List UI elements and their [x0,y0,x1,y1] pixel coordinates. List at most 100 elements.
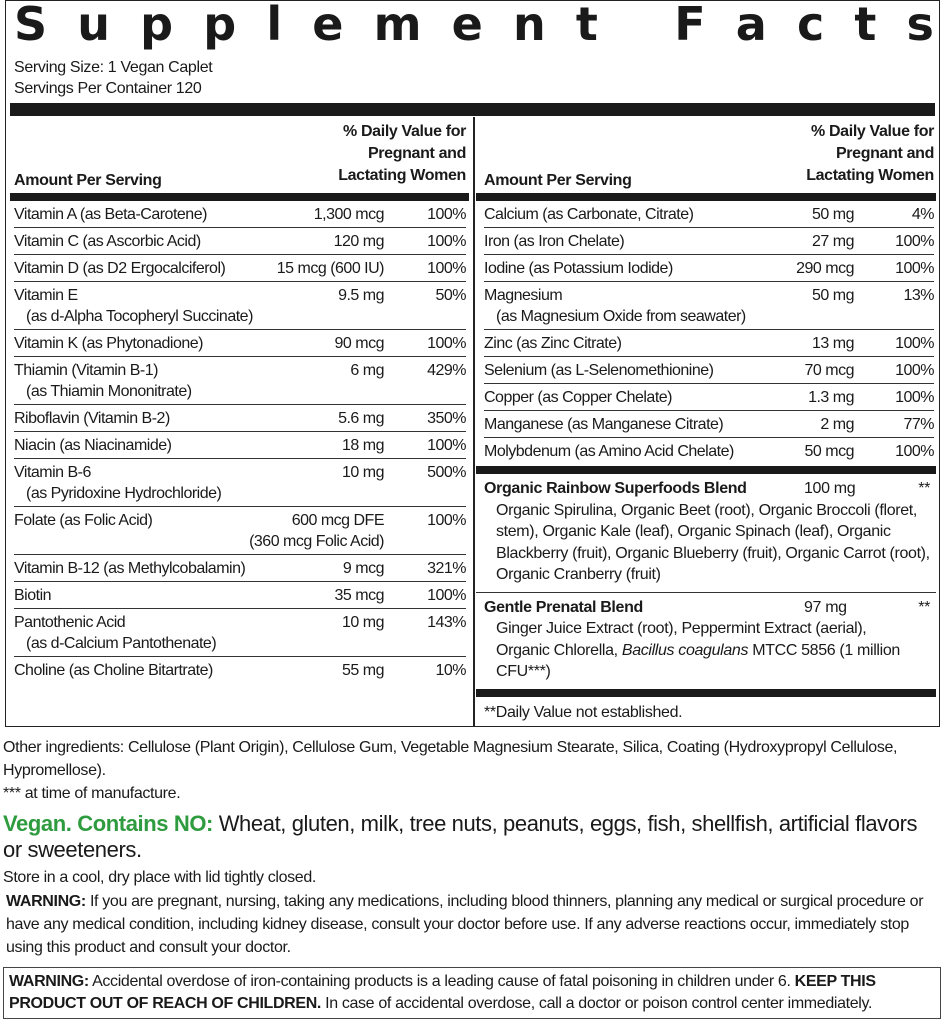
dv-header-line: Lactating Women [806,167,934,184]
nutrient-dv: 143% [427,614,466,631]
title-letter: n [513,0,546,51]
label-footer: Other ingredients: Cellulose (Plant Orig… [3,736,941,1019]
nutrient-row: Iodine (as Potassium Iodide) 290 mcg 100% [484,255,935,282]
nutrient-amount: 55 mg [342,660,384,681]
dv-header-line: % Daily Value for [811,123,934,140]
nutrient-name: Vitamin K (as Phytonadione) [14,335,203,352]
amount-value: 50 mg [812,287,854,304]
nutrient-amount: 6 mg [350,360,384,381]
nutrient-row: Zinc (as Zinc Citrate) 13 mg 100% [484,330,935,357]
amount-value: 13 mg [812,335,854,352]
blend-ingredients: Organic Spirulina, Organic Beet (root), … [496,501,930,584]
nutrient-amount: 5.6 mg [338,408,384,429]
nutrient-dv: 100% [895,389,934,406]
nutrient-dv: 13% [903,287,934,304]
title-letter: l [266,0,283,51]
nutrient-amount: 13 mg [812,333,854,354]
title-letter: a [735,0,767,51]
blend-gentle-prenatal: Gentle Prenatal Blend 97 mg ** Ginger Ju… [484,593,934,689]
nutrient-name: Vitamin B-12 (as Methylcobalamin) [14,560,246,577]
nutrient-row: Biotin 35 mcg 100% [14,582,467,609]
thick-divider [10,103,935,116]
nutrient-label: Vitamin B-6 (as Pyridoxine Hydrochloride) [14,462,334,504]
nutrient-row: Calcium (as Carbonate, Citrate) 50 mg 4% [484,201,935,228]
dv-header: % Daily Value for Pregnant and Lactating W… [806,121,934,187]
title-letter: u [77,0,111,51]
thick-divider [476,688,936,697]
nutrient-name: Copper (as Copper Chelate) [484,389,673,406]
dv-header-line: Pregnant and [835,145,934,162]
nutrient-source: (as Thiamin Mononitrate) [26,383,192,400]
title-letter: p [203,0,237,51]
title-letter: t [854,0,877,51]
nutrient-dv: 429% [427,362,466,379]
nutrient-dv: 77% [903,416,934,433]
nutrient-label: Niacin (as Niacinamide) [14,435,334,456]
dv-header: % Daily Value for Pregnant and Lactating W… [338,121,466,187]
nutrient-dv: 100% [895,362,934,379]
nutrient-row: Vitamin D (as D2 Ergocalciferol) 15 mcg (… [14,255,467,282]
row-divider [476,591,936,593]
nutrient-label: Choline (as Choline Bitartrate) [14,660,334,681]
servings-per-container: Servings Per Container 120 [14,80,202,97]
nutrient-dv: 100% [895,443,934,460]
nutrient-label: Vitamin C (as Ascorbic Acid) [14,231,326,252]
nutrient-row: Folate (as Folic Acid) 600 mcg DFE (360 mc… [14,507,467,555]
blend-name: Gentle Prenatal Blend [484,598,643,616]
nutrient-amount: 1,300 mcg [313,204,385,225]
manufacture-note: *** at time of manufacture. [3,785,181,802]
nutrient-label: Pantothenic Acid (as d-Calcium Pantothena… [14,612,334,654]
title-letter: S [14,0,48,51]
nutrient-name: Folate (as Folic Acid) [14,512,153,529]
nutrient-name: Calcium (as Carbonate, Citrate) [484,206,694,223]
thick-divider [10,193,469,201]
amount-value: 5.6 mg [338,410,384,427]
nutrient-row: Molybdenum (as Amino Acid Chelate) 50 mcg… [484,438,935,465]
warning-text: In case of accidental overdose, call a d… [321,995,873,1012]
nutrient-name: Selenium (as L-Selenomethionine) [484,362,714,379]
nutrient-dv: 100% [895,335,934,352]
amount-value: 15 mcg (600 IU) [276,260,385,277]
nutrient-name: Iodine (as Potassium Iodide) [484,260,673,277]
title-letter: m [373,0,422,51]
nutrient-dv: 100% [895,233,934,250]
nutrient-row: Manganese (as Manganese Citrate) 2 mg 77% [484,411,935,438]
nutrient-row: Vitamin B-12 (as Methylcobalamin) 9 mcg 32… [14,555,467,582]
nutrient-label: Selenium (as L-Selenomethionine) [484,360,797,381]
nutrient-name: Choline (as Choline Bitartrate) [14,662,213,679]
nutrient-row: Vitamin E (as d-Alpha Tocopheryl Succinat… [14,282,467,330]
nutrient-name: Niacin (as Niacinamide) [14,437,172,454]
amount-value: 55 mg [342,662,384,679]
nutrient-row: Vitamin C (as Ascorbic Acid) 120 mg 100% [14,228,467,255]
nutrient-name: Biotin [14,587,52,604]
amount-detail: (360 mcg Folic Acid) [249,533,384,550]
nutrient-source: (as d-Alpha Tocopheryl Succinate) [26,308,253,325]
nutrient-amount: 35 mcg [335,585,385,606]
nutrient-amount: 600 mcg DFE (360 mcg Folic Acid) [249,510,384,552]
nutrient-dv: 500% [427,464,466,481]
vegan-allergen-statement: Vegan. Contains NO: Wheat, gluten, milk,… [3,811,938,863]
title-letter: t [575,0,598,51]
nutrient-dv: 50% [435,287,466,304]
column-header: % Daily Value for Pregnant and Lactating W… [484,117,934,193]
warning-iron-box: WARNING: Accidental overdose of iron-con… [3,967,941,1019]
warning-text: If you are pregnant, nursing, taking any… [6,893,924,956]
amount-value: 1,300 mcg [313,206,385,223]
nutrient-label: Iron (as Iron Chelate) [484,231,804,252]
nutrient-name: Thiamin (Vitamin B-1) [14,362,158,379]
dv-header-line: Pregnant and [367,145,466,162]
nutrient-source: (as Pyridoxine Hydrochloride) [26,485,222,502]
nutrient-row: Selenium (as L-Selenomethionine) 70 mcg 10… [484,357,935,384]
nutrient-label: Folate (as Folic Acid) [14,510,241,531]
nutrient-label: Magnesium (as Magnesium Oxide from seawat… [484,285,804,327]
nutrient-dv: 100% [427,206,466,223]
nutrient-amount: 15 mcg (600 IU) [276,258,385,279]
blend-header: Organic Rainbow Superfoods Blend 100 mg … [484,478,934,500]
title-letter: e [312,0,344,51]
blend-name: Organic Rainbow Superfoods Blend [484,480,747,497]
nutrient-amount: 10 mg [342,612,384,633]
nutrient-label: Vitamin K (as Phytonadione) [14,333,327,354]
right-column: % Daily Value for Pregnant and Lactating W… [476,117,936,724]
title-letter: F [674,0,706,51]
